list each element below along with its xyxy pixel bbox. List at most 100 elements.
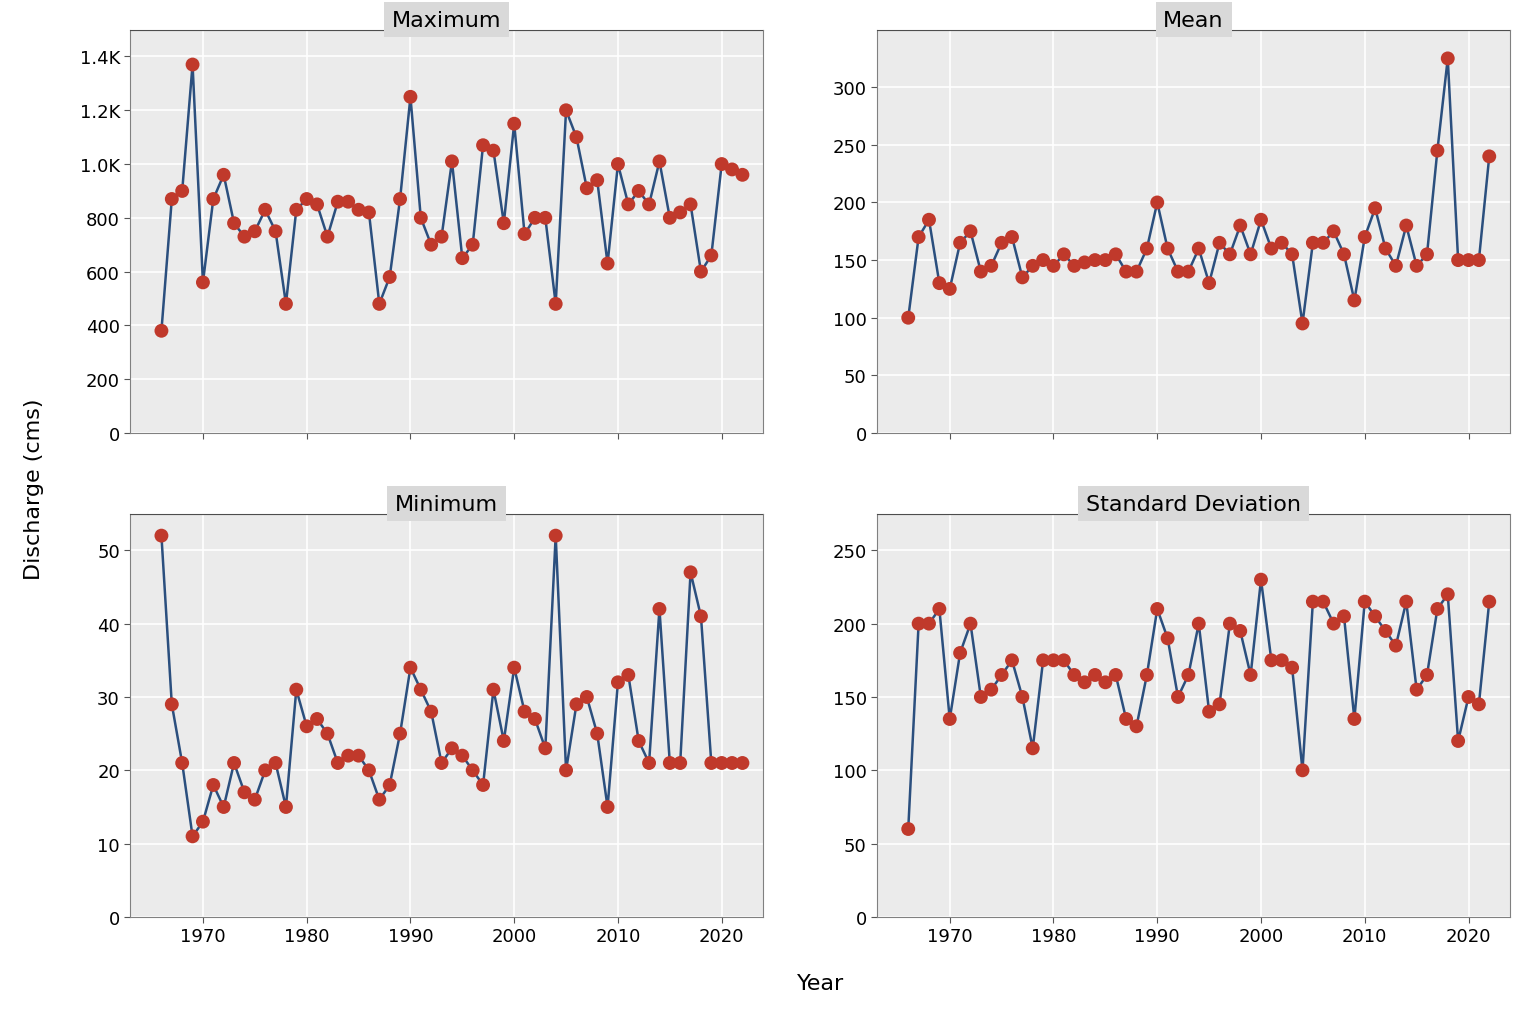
Point xyxy=(1332,247,1357,263)
Point xyxy=(543,297,567,313)
Point xyxy=(440,741,464,757)
Point xyxy=(927,276,952,292)
Point xyxy=(553,103,578,119)
Point xyxy=(242,792,267,808)
Point xyxy=(1404,682,1429,698)
Point xyxy=(1114,711,1139,728)
Point xyxy=(222,755,247,771)
Point xyxy=(721,162,745,178)
Text: Year: Year xyxy=(797,973,843,994)
Point xyxy=(1352,229,1377,246)
Point xyxy=(1280,247,1305,263)
Point xyxy=(710,157,734,173)
Point xyxy=(1124,264,1148,280)
Point xyxy=(543,528,567,544)
Point xyxy=(149,528,173,544)
Point xyxy=(523,711,547,728)
Point xyxy=(1476,149,1501,165)
Text: Discharge (cms): Discharge (cms) xyxy=(23,398,44,580)
Point xyxy=(316,726,340,742)
Point xyxy=(149,323,173,339)
Point xyxy=(575,689,599,705)
Point xyxy=(1093,253,1118,269)
Point xyxy=(451,748,475,764)
Point xyxy=(980,682,1004,698)
Point xyxy=(231,785,256,801)
Point xyxy=(366,792,391,808)
Text: Minimum: Minimum xyxy=(396,494,498,515)
Point xyxy=(1259,652,1283,668)
Point xyxy=(1341,293,1366,310)
Point xyxy=(1041,652,1065,668)
Point xyxy=(294,718,319,735)
Text: Standard Deviation: Standard Deviation xyxy=(1085,494,1302,515)
Point xyxy=(1415,247,1439,263)
Point xyxy=(730,755,754,771)
Point xyxy=(212,167,236,183)
Point xyxy=(181,828,205,845)
Point xyxy=(1082,253,1107,269)
Point xyxy=(1352,594,1377,610)
Point xyxy=(212,799,236,815)
Point xyxy=(906,615,931,632)
Point xyxy=(947,645,972,661)
Point xyxy=(346,203,371,219)
Point xyxy=(201,777,225,794)
Point xyxy=(1435,51,1459,67)
Point xyxy=(357,762,382,779)
Point xyxy=(451,251,475,267)
Point xyxy=(1467,696,1492,712)
Point xyxy=(1206,696,1231,712)
Point xyxy=(647,601,671,618)
Point xyxy=(1476,594,1501,610)
Point xyxy=(1165,264,1190,280)
Point xyxy=(616,197,641,213)
Point xyxy=(1187,242,1211,258)
Point xyxy=(1259,242,1283,258)
Point xyxy=(1311,235,1335,252)
Point xyxy=(586,726,610,742)
Point xyxy=(264,755,288,771)
Point xyxy=(595,256,619,272)
Point xyxy=(1030,652,1055,668)
Point xyxy=(1010,689,1035,705)
Point xyxy=(366,297,391,313)
Point xyxy=(1176,264,1200,280)
Point xyxy=(1300,594,1325,610)
Point xyxy=(668,755,693,771)
Point xyxy=(1217,247,1242,263)
Point xyxy=(1062,259,1087,275)
Point xyxy=(1124,718,1148,735)
Point xyxy=(958,615,983,632)
Point xyxy=(1393,218,1418,234)
Point xyxy=(1291,762,1315,779)
Point xyxy=(440,154,464,170)
Point xyxy=(1384,638,1409,654)
Point xyxy=(1269,235,1294,252)
Point xyxy=(512,226,537,243)
Point xyxy=(938,281,963,298)
Point xyxy=(1093,675,1118,691)
Point xyxy=(917,212,941,228)
Point xyxy=(564,129,589,146)
Point xyxy=(1415,667,1439,684)
Point xyxy=(1145,195,1170,211)
Point xyxy=(1239,667,1263,684)
Point xyxy=(647,154,671,170)
Point xyxy=(1206,235,1231,252)
Point xyxy=(688,264,713,280)
Point xyxy=(1197,276,1222,292)
Point xyxy=(492,733,517,749)
Point xyxy=(1156,242,1180,258)
Point xyxy=(1426,601,1450,618)
Point xyxy=(895,821,920,838)
Point xyxy=(325,195,350,211)
Point xyxy=(958,224,983,240)
Point xyxy=(699,755,724,771)
Point xyxy=(253,203,277,219)
Point xyxy=(721,755,745,771)
Point xyxy=(471,777,495,794)
Point xyxy=(1228,624,1252,640)
Point xyxy=(501,660,526,677)
Point xyxy=(1374,242,1398,258)
